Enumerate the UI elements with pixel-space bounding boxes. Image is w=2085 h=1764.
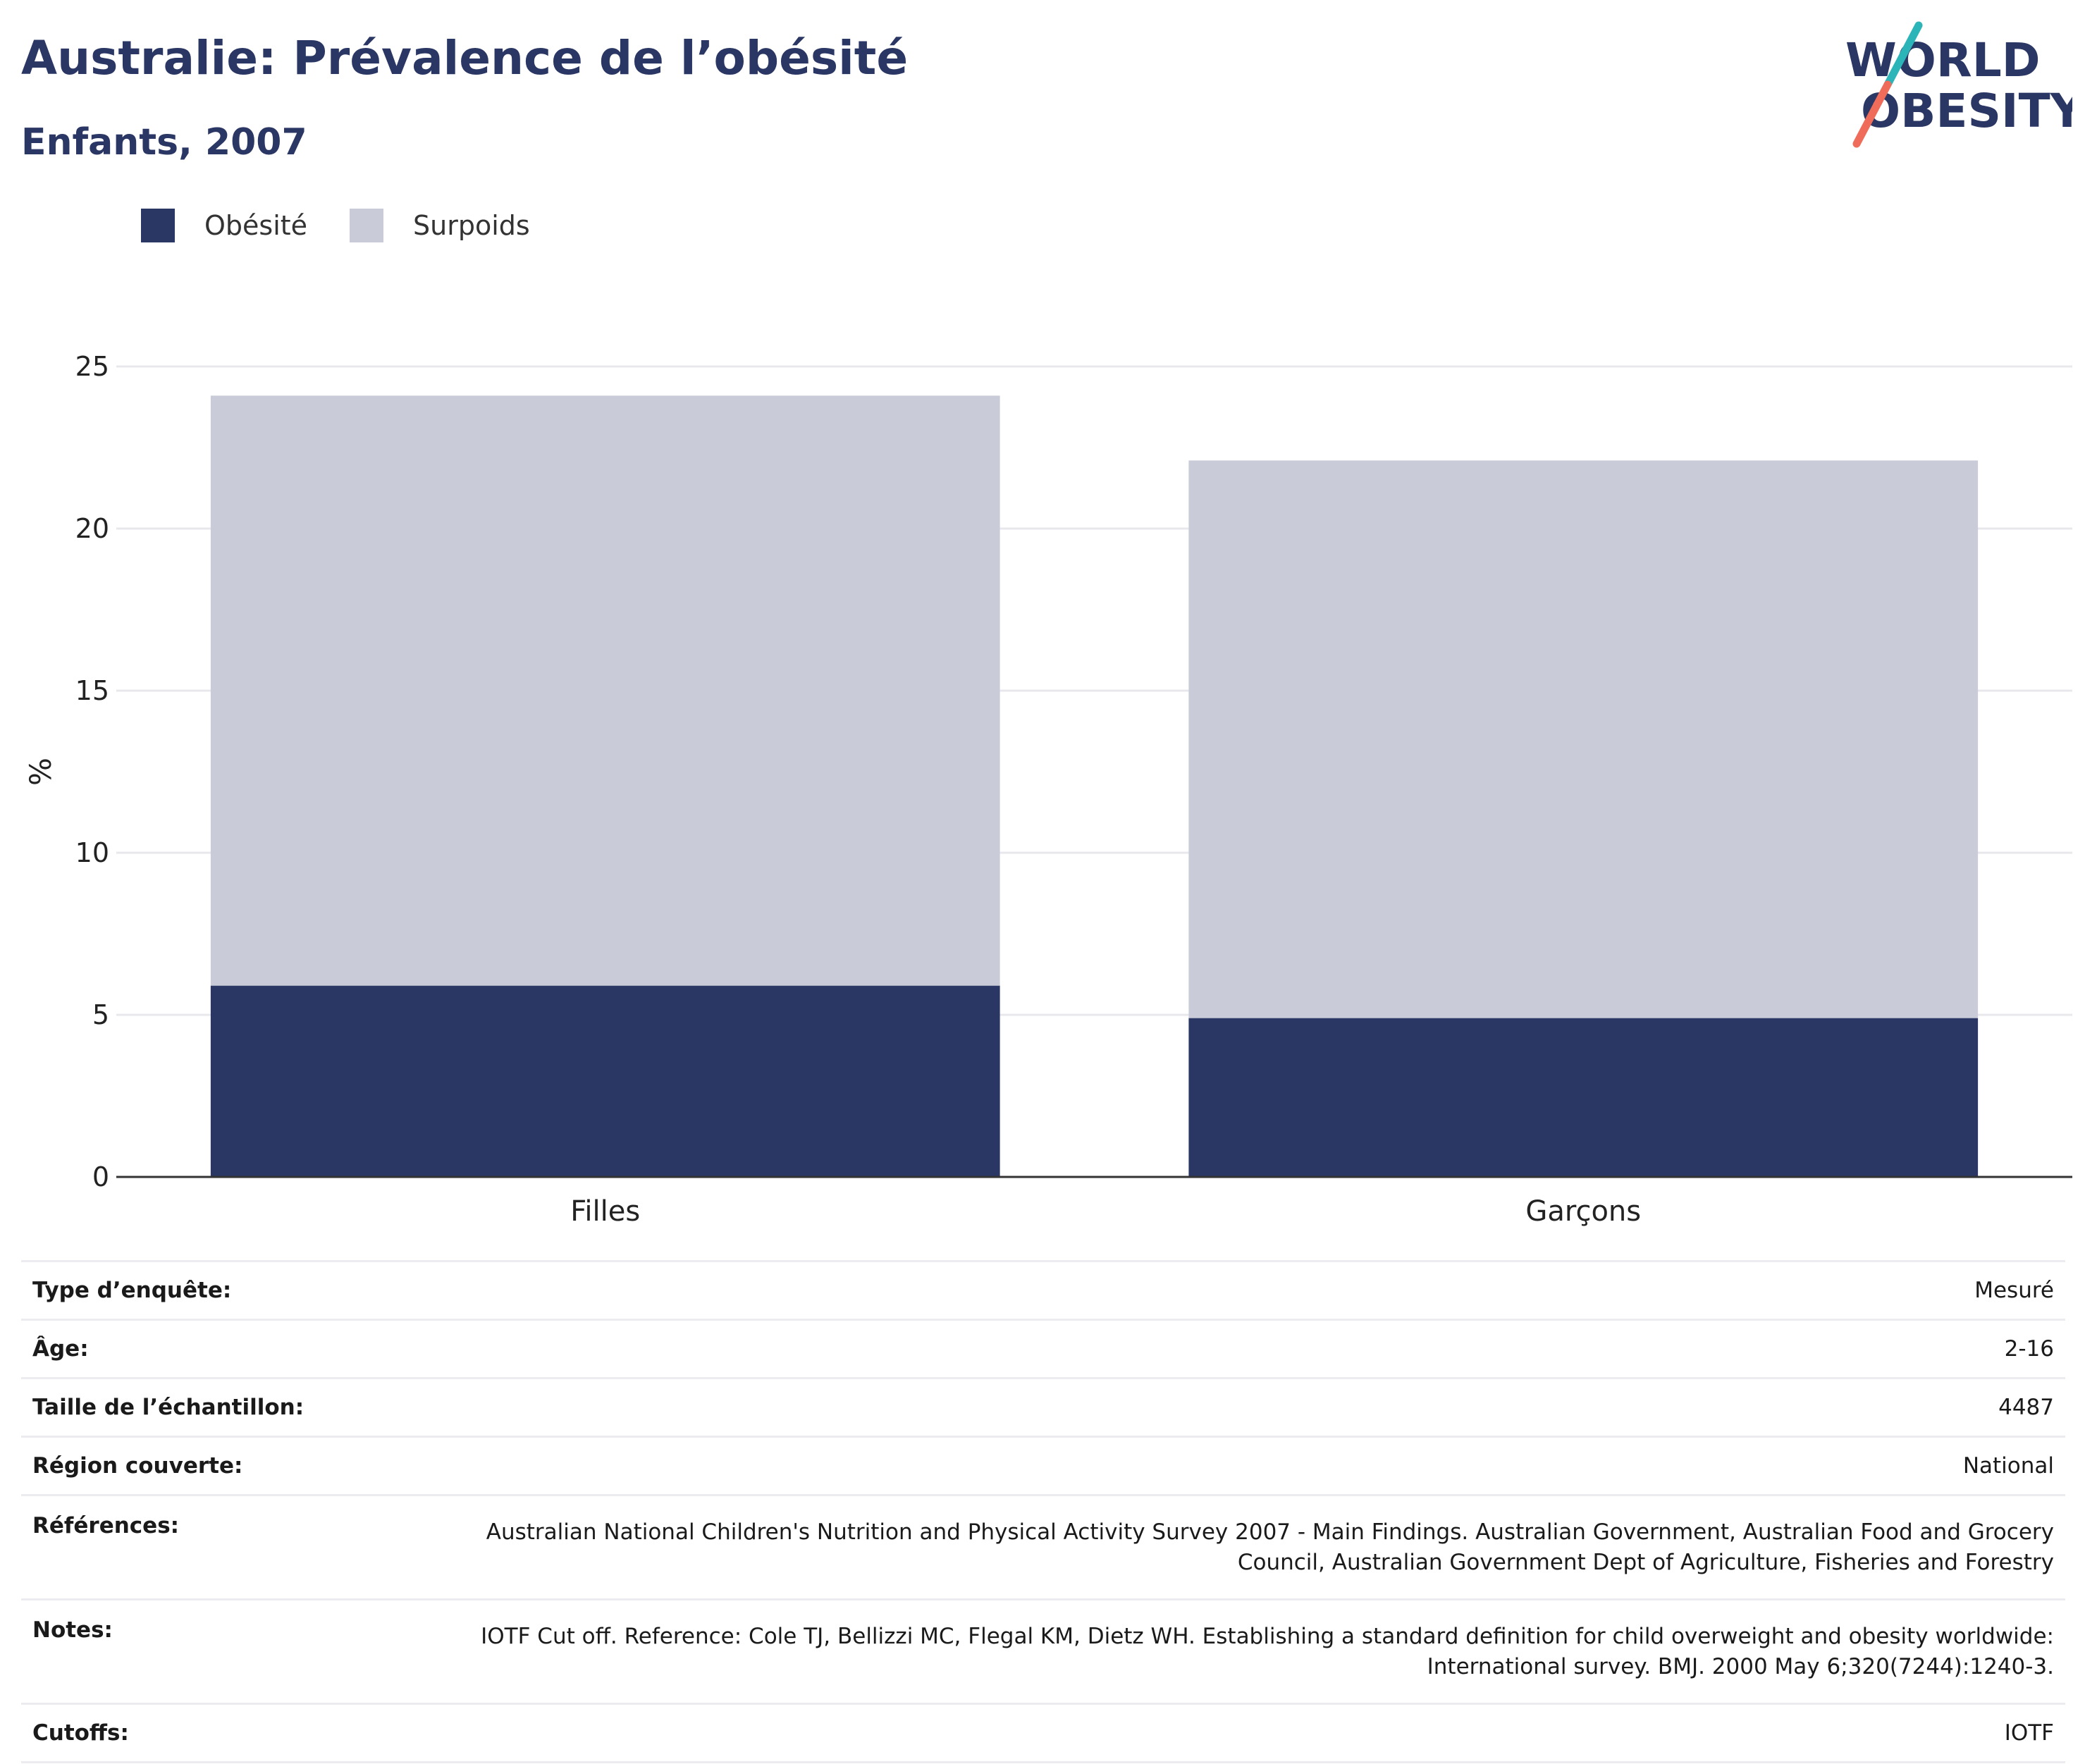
chart-title: Australie: Prévalence de l’obésité [21,31,909,85]
info-value: Mesuré [467,1260,2065,1320]
y-tick-label: 15 [75,675,109,706]
info-value: 2-16 [467,1319,2065,1378]
x-tick-label: Filles [570,1195,640,1226]
info-value: Australian National Children's Nutrition… [467,1494,2065,1600]
bar-overweight-1 [1188,460,1979,1018]
y-tick-label: 25 [75,351,109,382]
info-value: 4487 [467,1377,2065,1437]
info-label: Références: [21,1494,467,1600]
bar-obesity-1 [1188,1018,1979,1177]
logo-line-2: OBESITY [1861,84,2072,138]
legend-label-obesity: Obésité [204,210,308,241]
logo-slash-coral [1852,80,1892,148]
info-row-survey-type: Type d’enquête: Mesuré [21,1260,2065,1320]
y-tick-label: 5 [92,999,109,1030]
info-label: Cutoffs: [21,1703,467,1763]
y-tick-label: 0 [92,1161,109,1192]
info-value: IOTF [467,1703,2065,1763]
info-table: Type d’enquête: Mesuré Âge: 2-16 Taille … [21,1260,2065,1763]
bar-overweight-0 [210,395,1000,986]
logo-line-1: WORLD [1845,33,2041,87]
legend-label-overweight: Surpoids [413,210,530,241]
legend: Obésité Surpoids [141,209,572,242]
legend-item-obesity[interactable]: Obésité [141,209,307,242]
info-label: Âge: [21,1319,467,1378]
y-tick-label: 20 [75,513,109,544]
info-row-region: Région couverte: National [21,1436,2065,1495]
info-row-references: Références: Australian National Children… [21,1494,2065,1600]
logo-slash-teal [1883,21,1923,89]
bar-chart: 0 5 10 15 20 25% Filles Garçons [23,351,2072,1226]
info-value: IOTF Cut off. Reference: Cole TJ, Belliz… [467,1598,2065,1704]
x-tick-label: Garçons [1525,1195,1641,1226]
chart-subtitle: Enfants, 2007 [21,121,307,164]
legend-item-overweight[interactable]: Surpoids [350,209,530,242]
bar-obesity-0 [210,985,1000,1177]
info-row-age: Âge: 2-16 [21,1319,2065,1378]
legend-swatch-obesity [141,209,175,242]
info-row-sample-size: Taille de l’échantillon: 4487 [21,1377,2065,1437]
world-obesity-logo: WORLD OBESITY [1845,21,2072,148]
info-label: Type d’enquête: [21,1260,467,1320]
info-row-cutoffs: Cutoffs: IOTF [21,1703,2065,1763]
y-tick-label: 10 [75,837,109,868]
info-row-notes: Notes: IOTF Cut off. Reference: Cole TJ,… [21,1598,2065,1704]
y-axis-title: % [23,758,58,786]
legend-swatch-overweight [350,209,384,242]
info-value: National [467,1436,2065,1495]
info-label: Taille de l’échantillon: [21,1377,467,1437]
info-label: Région couverte: [21,1436,467,1495]
info-label: Notes: [21,1598,467,1704]
